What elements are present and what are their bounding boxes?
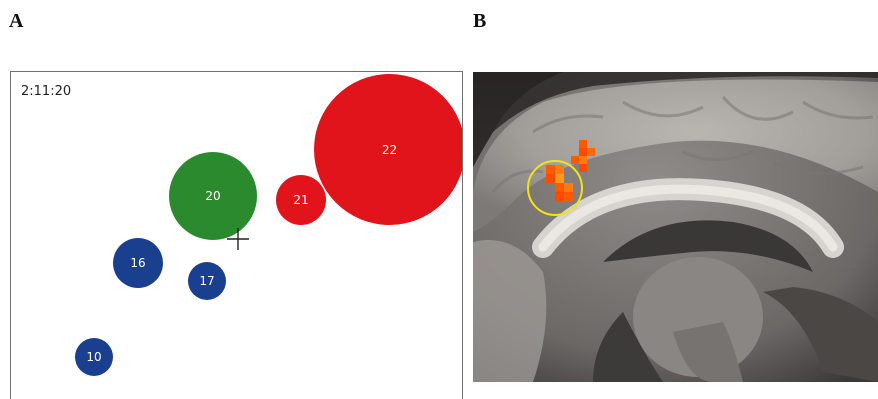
cistern-left: [593, 312, 663, 382]
brainstem: [673, 322, 743, 382]
scalp-band: [473, 72, 878, 167]
bubble-17[interactable]: 17: [188, 262, 226, 300]
bubble-16[interactable]: 16: [113, 238, 163, 288]
activation-cluster-main: [546, 165, 573, 201]
crosshair-icon: [227, 228, 249, 250]
activation-cluster-upper: [571, 140, 595, 172]
panel-a-label: A: [9, 10, 24, 32]
timer-readout: 2:11:20: [21, 84, 72, 99]
mri-image: [473, 72, 878, 382]
gyri-texture: [491, 96, 874, 193]
bubble-number: 21: [293, 193, 309, 207]
bubble-number: 17: [199, 274, 215, 288]
roi-circle: [527, 160, 583, 216]
bubble-task-panel: 2:11:20 22 21 20 16 17 10: [10, 71, 463, 399]
corpus-callosum-core: [538, 184, 838, 252]
bubble-number: 16: [130, 256, 146, 270]
bubble-21[interactable]: 21: [276, 175, 326, 225]
panel-b-label: B: [473, 10, 487, 32]
bubble-10[interactable]: 10: [75, 338, 113, 376]
bubble-number: 22: [381, 142, 398, 157]
cistern-right: [763, 287, 878, 382]
bubble-number: 10: [86, 350, 102, 364]
frontal-lobe: [473, 240, 547, 382]
bubble-20[interactable]: 20: [169, 152, 257, 240]
brain-mri-sagittal-panel: [473, 72, 878, 382]
bubble-number: 20: [205, 189, 221, 203]
bubble-22[interactable]: 22: [314, 74, 462, 225]
ventricle: [603, 220, 813, 272]
